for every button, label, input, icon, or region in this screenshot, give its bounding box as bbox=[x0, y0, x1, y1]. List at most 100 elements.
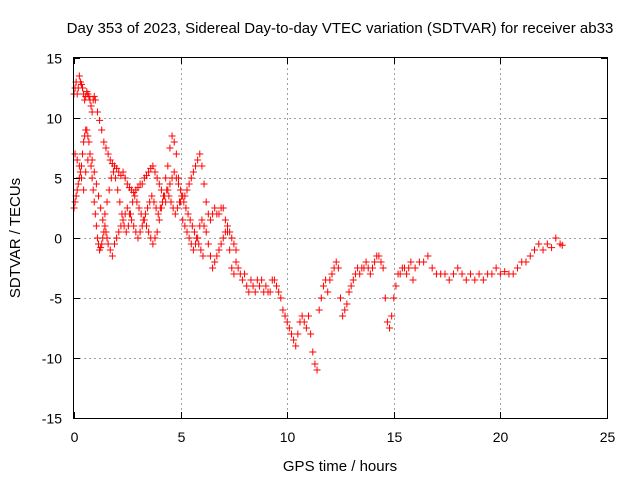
data-point bbox=[150, 198, 158, 206]
data-point bbox=[189, 168, 197, 176]
data-point bbox=[458, 270, 466, 278]
data-point bbox=[195, 240, 203, 248]
series-tertiary bbox=[71, 150, 207, 260]
data-point bbox=[215, 210, 223, 218]
data-point bbox=[279, 306, 287, 314]
data-point bbox=[133, 198, 141, 206]
data-point bbox=[300, 318, 308, 326]
data-point bbox=[121, 174, 129, 182]
data-point bbox=[206, 216, 214, 224]
data-point bbox=[182, 204, 190, 212]
data-point bbox=[142, 172, 150, 180]
data-point bbox=[552, 234, 560, 242]
data-point bbox=[88, 156, 96, 164]
data-point bbox=[104, 240, 112, 248]
axis-ticks bbox=[74, 58, 608, 419]
data-point bbox=[198, 216, 206, 224]
data-point bbox=[226, 228, 234, 236]
data-point bbox=[136, 228, 144, 236]
data-point bbox=[345, 288, 353, 296]
data-point bbox=[185, 234, 193, 242]
data-point bbox=[80, 186, 88, 194]
data-point bbox=[99, 216, 107, 224]
x-tick-label: 15 bbox=[387, 429, 403, 445]
data-point bbox=[337, 294, 344, 302]
data-point bbox=[187, 174, 195, 182]
data-point bbox=[403, 270, 411, 278]
data-point bbox=[379, 264, 387, 272]
data-point bbox=[192, 162, 200, 170]
x-tick-label: 5 bbox=[178, 429, 186, 445]
data-point bbox=[87, 162, 95, 170]
data-point bbox=[428, 264, 436, 272]
data-point bbox=[204, 240, 212, 248]
data-point bbox=[193, 234, 201, 242]
data-point bbox=[79, 84, 87, 92]
data-point bbox=[113, 234, 121, 242]
data-point bbox=[145, 168, 153, 176]
data-point bbox=[243, 282, 251, 290]
data-point bbox=[488, 270, 496, 278]
data-point bbox=[420, 258, 428, 266]
x-axis-tick-labels: 0 5 10 15 20 25 bbox=[71, 429, 616, 445]
data-point bbox=[92, 180, 100, 188]
data-point bbox=[368, 264, 376, 272]
data-point bbox=[213, 252, 221, 260]
data-point bbox=[149, 240, 157, 248]
data-point bbox=[234, 264, 242, 272]
data-point bbox=[228, 264, 236, 272]
data-point bbox=[548, 244, 556, 252]
data-point bbox=[390, 294, 398, 302]
y-tick-label: 10 bbox=[46, 111, 62, 127]
data-point bbox=[194, 156, 202, 164]
data-point bbox=[155, 180, 163, 188]
data-point bbox=[200, 222, 208, 230]
data-point bbox=[232, 258, 240, 266]
data-point bbox=[302, 324, 310, 332]
data-point bbox=[119, 216, 127, 224]
data-point bbox=[522, 258, 530, 266]
data-point bbox=[101, 210, 109, 218]
data-point bbox=[119, 168, 127, 176]
data-point bbox=[168, 132, 176, 140]
data-point bbox=[115, 228, 123, 236]
data-point bbox=[106, 246, 114, 254]
data-point bbox=[114, 186, 122, 194]
data-point bbox=[241, 270, 249, 278]
data-point bbox=[349, 276, 357, 284]
data-point bbox=[209, 264, 217, 272]
data-point bbox=[386, 324, 394, 332]
data-point bbox=[388, 312, 396, 320]
data-point bbox=[454, 264, 462, 272]
data-point bbox=[95, 192, 103, 200]
data-point bbox=[186, 216, 194, 224]
data-point bbox=[292, 342, 300, 350]
data-point bbox=[85, 138, 93, 146]
data-point bbox=[277, 294, 285, 302]
data-point bbox=[185, 180, 193, 188]
data-point bbox=[341, 306, 349, 314]
data-point bbox=[492, 264, 500, 272]
data-point bbox=[219, 234, 227, 242]
data-point bbox=[101, 222, 109, 230]
data-point bbox=[189, 246, 197, 254]
data-point bbox=[90, 92, 98, 100]
data-point bbox=[509, 270, 517, 278]
data-point bbox=[255, 282, 263, 290]
data-point bbox=[113, 164, 121, 172]
data-point bbox=[202, 228, 210, 236]
data-point bbox=[211, 258, 219, 266]
data-point bbox=[558, 241, 566, 249]
data-point bbox=[501, 268, 509, 276]
data-point bbox=[177, 186, 185, 194]
data-point bbox=[138, 180, 146, 188]
data-point bbox=[87, 102, 95, 110]
data-point bbox=[91, 96, 99, 104]
data-point bbox=[230, 270, 238, 278]
data-point bbox=[324, 288, 332, 296]
data-point bbox=[479, 276, 487, 284]
data-point bbox=[71, 150, 79, 158]
data-point bbox=[247, 276, 255, 284]
data-point bbox=[224, 222, 232, 230]
data-point bbox=[200, 180, 208, 188]
